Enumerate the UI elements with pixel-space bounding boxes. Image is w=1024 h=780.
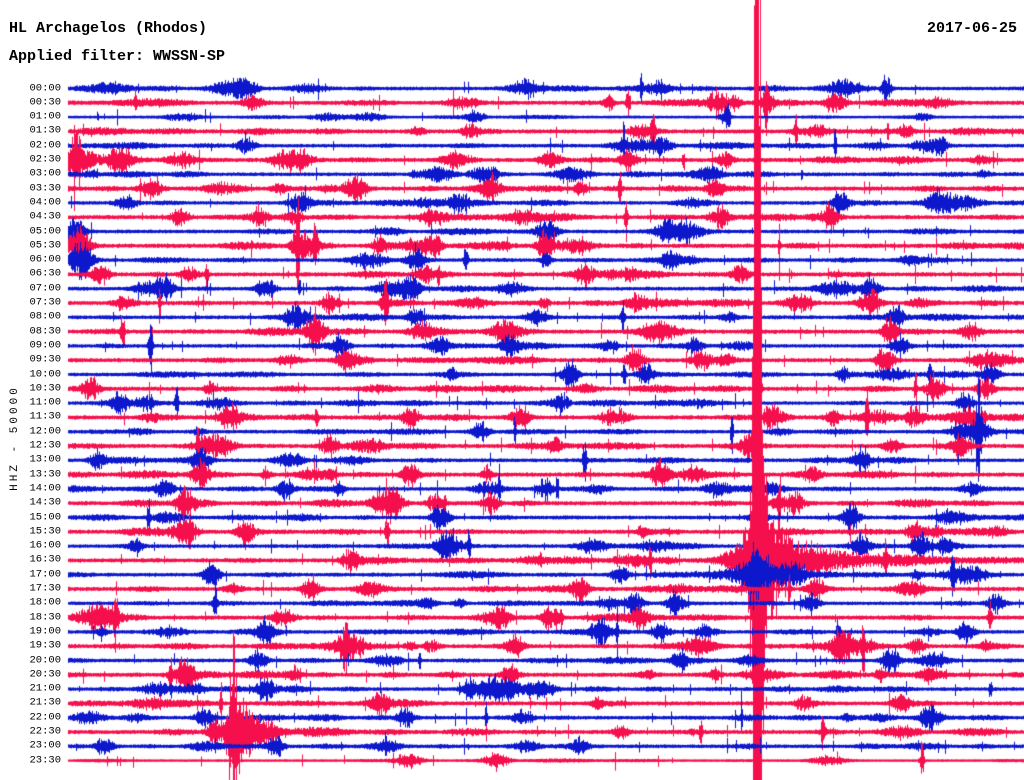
time-label: 13:00 [29, 453, 61, 466]
time-label: 12:00 [29, 425, 61, 438]
time-label: 00:00 [29, 82, 61, 94]
time-label: 08:30 [29, 325, 61, 338]
filter-label: Applied filter: WWSSN-SP [9, 48, 226, 65]
time-label: 23:00 [29, 739, 61, 752]
time-label: 11:30 [29, 410, 61, 423]
time-label: 17:00 [29, 568, 61, 581]
station-title: HL Archagelos (Rhodos) [9, 20, 208, 37]
date-label: 2017-06-25 [926, 20, 1017, 37]
time-label: 06:00 [29, 253, 61, 266]
time-label: 03:30 [29, 182, 61, 195]
time-label: 21:30 [29, 696, 61, 709]
time-label: 02:30 [29, 153, 61, 166]
time-label: 18:30 [29, 611, 61, 624]
time-label: 16:30 [29, 553, 61, 566]
time-label: 10:00 [29, 368, 61, 380]
time-label: 09:00 [29, 339, 61, 352]
time-labels-column: 00:00 00:30 01:00 01:30 02:00 02:30 03:00 03:30… [0, 0, 61, 780]
time-label: 14:30 [29, 496, 61, 509]
time-label: 16:00 [29, 539, 61, 552]
time-label: 07:00 [29, 282, 61, 295]
time-label: 13:30 [29, 468, 61, 481]
time-label: 08:00 [29, 310, 61, 323]
time-label: 20:30 [29, 668, 61, 681]
time-label: 15:00 [29, 511, 61, 523]
time-label: 05:30 [29, 239, 61, 252]
time-label: 11:00 [29, 396, 61, 409]
time-label: 22:30 [29, 725, 61, 738]
time-label: 12:30 [29, 439, 61, 452]
time-label: 10:30 [29, 382, 61, 395]
time-label: 18:00 [29, 596, 61, 609]
time-label: 19:30 [29, 639, 61, 652]
time-label: 20:00 [29, 654, 61, 666]
time-label: 05:00 [29, 225, 61, 237]
time-label: 07:30 [29, 296, 61, 309]
time-label: 21:00 [29, 682, 61, 695]
time-label: 22:00 [29, 711, 61, 724]
time-label: 19:00 [29, 625, 61, 638]
time-label: 15:30 [29, 525, 61, 538]
time-label: 09:30 [29, 353, 61, 366]
time-label: 04:00 [29, 196, 61, 209]
time-label: 03:00 [29, 167, 61, 180]
time-label: 06:30 [29, 267, 61, 280]
time-label: 04:30 [29, 210, 61, 223]
time-label: 00:30 [29, 96, 61, 109]
time-label: 23:30 [29, 754, 61, 767]
time-label: 17:30 [29, 582, 61, 595]
time-label: 01:00 [29, 110, 61, 123]
time-label: 14:00 [29, 482, 61, 495]
time-label: 01:30 [29, 124, 61, 137]
time-label: 02:00 [29, 139, 61, 152]
